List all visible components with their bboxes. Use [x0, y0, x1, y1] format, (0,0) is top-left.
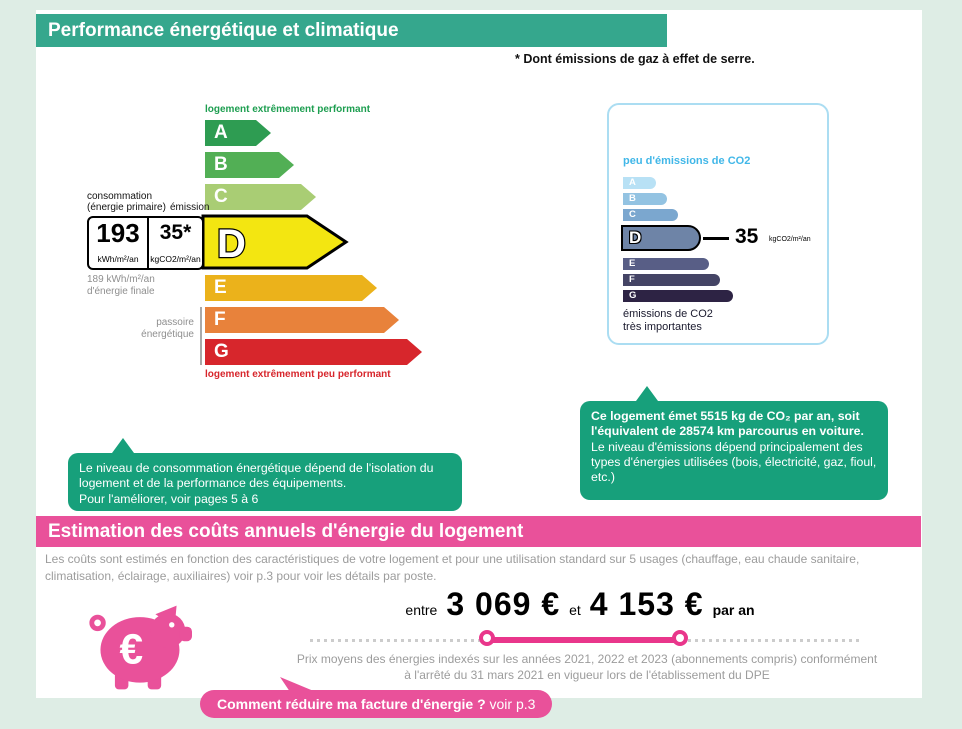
emission-value: 35*	[159, 221, 192, 244]
energy-class-f-letter: F	[214, 309, 226, 330]
between-label: entre	[405, 602, 438, 618]
energy-tooltip-line1: Le niveau de consommation énergétique dé…	[79, 461, 434, 491]
min-cost-value: 3 069 €	[446, 586, 561, 622]
energy-class-f-arrow: F	[205, 307, 399, 333]
co2-class-a-letter: A	[629, 177, 636, 188]
passoire-bracket-line	[200, 307, 202, 365]
co2-class-c-letter: C	[629, 209, 636, 220]
consumption-header: consommation (énergie primaire)	[87, 191, 166, 213]
max-cost-value: 4 153 €	[589, 586, 704, 622]
co2-class-e-bar: E	[623, 258, 709, 270]
cost-slider-handle-min	[479, 630, 495, 646]
annual-cost-range: entre 3 069 € et 4 153 € par an	[290, 586, 870, 623]
final-energy-label: 189 kWh/m²/an d'énergie finale	[87, 274, 155, 298]
consumption-unit: kWh/m²/an	[97, 254, 139, 264]
price-caption-line2: à l'arrêté du 31 mars 2021 en vigueur lo…	[404, 667, 770, 682]
co2-value-connector-line	[703, 237, 729, 240]
section-title-performance: Performance énergétique et climatique	[36, 14, 667, 47]
energy-class-a-letter: A	[214, 122, 228, 143]
passoire-label: passoire énergétique	[108, 317, 194, 341]
energy-tooltip-line2: Pour l'améliorer, voir pages 5 à 6	[79, 491, 259, 506]
section-title-costs: Estimation des coûts annuels d'énergie d…	[36, 516, 921, 547]
consumption-value: 193	[96, 218, 140, 248]
emission-value-cell: 35* kgCO2/m²/an	[149, 218, 202, 268]
co2-tooltip-bold-text: Ce logement émet 5515 kg de CO₂ par an, …	[591, 409, 864, 439]
co2-class-f-letter: F	[629, 274, 635, 285]
energy-class-b-arrow: B	[205, 152, 294, 178]
emission-header: émission	[170, 202, 210, 213]
energy-tooltip: Le niveau de consommation énergétique dé…	[68, 438, 462, 511]
final-energy-line1: 189 kWh/m²/an	[87, 274, 155, 285]
co2-scale-top-label: peu d'émissions de CO2	[623, 155, 751, 167]
co2-class-d-letter: D	[629, 228, 642, 247]
co2-scale-bottom-label: émissions de CO2 très importantes	[623, 308, 713, 334]
energy-class-a-arrow: A	[205, 120, 271, 146]
ghg-footnote: * Dont émissions de gaz à effet de serre…	[515, 52, 755, 66]
consumption-value-cell: 193 kWh/m²/an	[89, 218, 149, 268]
co2-value-unit: kgCO2/m²/an	[769, 236, 811, 243]
energy-class-g-arrow: G	[205, 339, 422, 365]
co2-class-c-bar: C	[623, 209, 678, 221]
emission-unit: kgCO2/m²/an	[150, 254, 201, 264]
cost-slider-range	[487, 637, 680, 643]
reduce-bill-cta[interactable]: Comment réduire ma facture d'énergie ? v…	[200, 677, 553, 718]
co2-class-d-bar-current: D	[621, 225, 701, 251]
energy-class-c-letter: C	[214, 186, 228, 207]
cost-slider-handle-max	[672, 630, 688, 646]
energy-class-d-arrow-current: D	[201, 214, 349, 270]
per-year-label: par an	[712, 602, 755, 618]
consumption-header-line2: (énergie primaire)	[87, 202, 166, 213]
energy-scale-top-label: logement extrêmement performant	[205, 104, 371, 115]
co2-class-e-letter: E	[629, 258, 636, 269]
co2-scale-panel: peu d'émissions de CO2 A B C D 35 kgCO2/…	[607, 103, 829, 345]
passoire-line2: énergétique	[141, 329, 194, 340]
co2-bottom-line1: émissions de CO2	[623, 308, 713, 320]
co2-class-b-letter: B	[629, 193, 636, 204]
co2-tooltip-normal-text: Le niveau d'émissions dépend principalem…	[591, 439, 877, 485]
final-energy-line2: d'énergie finale	[87, 286, 155, 297]
energy-class-g-letter: G	[214, 341, 229, 362]
co2-class-a-bar: A	[623, 177, 656, 189]
co2-bottom-line2: très importantes	[623, 321, 702, 333]
passoire-line1: passoire	[156, 317, 194, 328]
co2-tooltip: Ce logement émet 5515 kg de CO₂ par an, …	[580, 386, 888, 500]
price-caption: Prix moyens des énergies indexés sur les…	[296, 652, 878, 683]
energy-class-b-letter: B	[214, 154, 228, 175]
co2-class-g-bar: G	[623, 290, 733, 302]
co2-class-b-bar: B	[623, 193, 667, 205]
cta-regular-text: voir p.3	[485, 696, 536, 712]
energy-class-c-arrow: C	[205, 184, 316, 210]
cta-bold-text: Comment réduire ma facture d'énergie ?	[217, 696, 486, 712]
energy-class-e-letter: E	[214, 277, 227, 298]
co2-class-f-bar: F	[623, 274, 720, 286]
costs-intro-text: Les coûts sont estimés en fonction des c…	[45, 552, 860, 584]
energy-class-d-letter: D	[217, 222, 246, 266]
energy-scale-bottom-label: logement extrêmement peu performant	[205, 369, 391, 380]
co2-value: 35	[735, 225, 759, 248]
price-caption-line1: Prix moyens des énergies indexés sur les…	[296, 652, 878, 666]
consumption-header-line1: consommation	[87, 191, 153, 202]
and-label: et	[569, 602, 581, 618]
co2-class-g-letter: G	[629, 290, 637, 301]
energy-values-box: 193 kWh/m²/an 35* kgCO2/m²/an	[87, 216, 204, 270]
svg-text:€: €	[120, 625, 144, 672]
energy-class-e-arrow: E	[205, 275, 377, 301]
piggy-bank-icon: €	[89, 605, 192, 690]
